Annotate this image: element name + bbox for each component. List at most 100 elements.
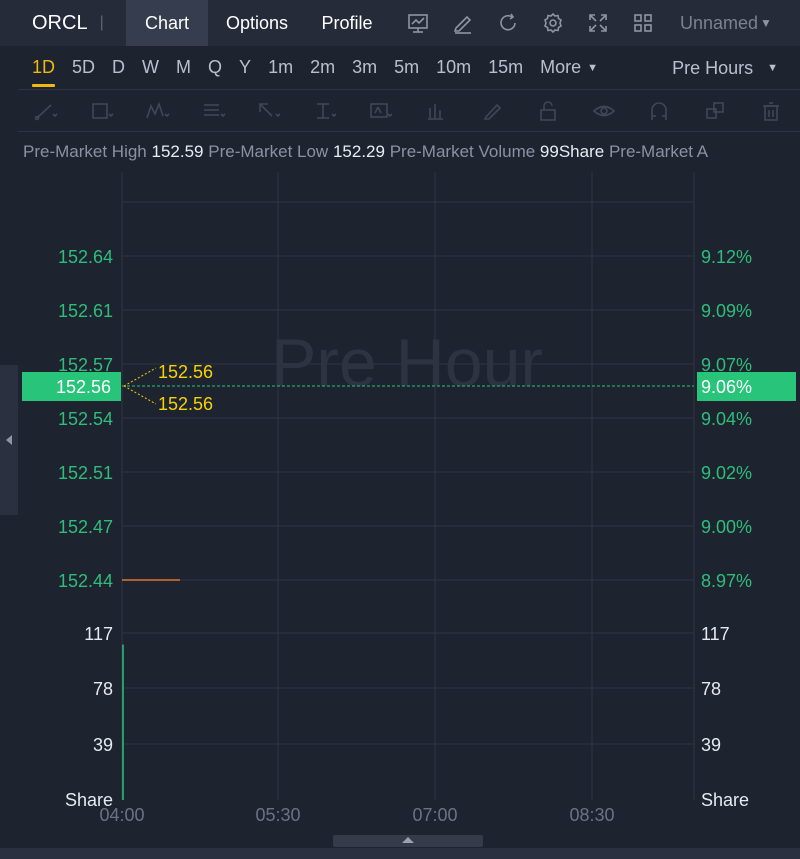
settings-gear-icon[interactable] [538,0,568,46]
annotation-label: 152.56 [158,362,213,382]
premarket-volume-label: Pre-Market Volume [389,142,536,161]
period-10m[interactable]: 10m [436,57,472,77]
period-15m[interactable]: 15m [488,57,524,77]
layout-name-dropdown[interactable]: Unnamed ▼ [680,13,772,34]
eye-icon[interactable] [577,90,633,132]
refresh-icon[interactable] [493,0,523,46]
period-q[interactable]: Q [208,57,223,77]
measure-icon[interactable] [297,90,353,132]
premarket-more-label: Pre-Market A [608,142,709,161]
pattern-icon[interactable] [130,90,186,132]
rectangle-icon[interactable] [74,90,130,132]
period-3m[interactable]: 3m [352,57,378,77]
chart-grid [121,172,695,800]
volume-tick-label: 117 [701,624,730,644]
period-more-dropdown[interactable]: More ▼ [540,57,598,78]
lock-icon[interactable] [521,90,577,132]
price-axis-left: 152.64 152.61 152.57 152.54 152.51 152.47 152.… [58,247,113,591]
volume-unit-label: Share [701,790,749,810]
volume-tick-label: 117 [84,624,113,644]
x-tick-label: 05:30 [255,805,300,825]
caret-down-icon: ▼ [767,62,778,74]
period-bar: 1D 5D D W M Q Y 1m 2m 3m 5m 10m 15m More… [18,46,800,90]
percent-tick-label: 8.97% [701,571,752,591]
chevron-left-icon [6,435,12,445]
caret-down-icon: ▼ [760,16,772,30]
price-tick-label: 152.64 [58,247,113,267]
clone-icon[interactable] [688,90,744,132]
price-tick-label: 152.47 [58,517,113,537]
price-tick-label: 152.44 [58,571,113,591]
period-more-label: More [540,57,582,77]
top-toolbar: ORCL | Chart Options Profile Unnamed ▼ [0,0,800,46]
percent-tick-label: 9.07% [701,355,752,375]
tab-chart[interactable]: Chart [126,0,208,46]
current-price-label: 152.56 [56,377,111,397]
period-d[interactable]: D [112,57,126,77]
session-dropdown[interactable]: Pre Hours ▼ [672,46,778,90]
x-tick-label: 04:00 [99,805,144,825]
time-axis: 04:00 05:30 07:00 08:30 [99,805,614,825]
current-price-badge [22,372,121,401]
percent-tick-label: 9.12% [701,247,752,267]
percent-tick-label: 9.02% [701,463,752,483]
drawing-toolbar [18,90,800,132]
premarket-high-label: Pre-Market High [23,142,147,161]
volume-tick-label: 39 [701,735,721,755]
annotation-pointer [123,385,157,405]
chart-indicator-icon[interactable] [403,0,433,46]
annotation-pointer [123,367,157,387]
premarket-high-value: 152.59 [151,142,204,161]
magnet-icon[interactable] [632,90,688,132]
period-m[interactable]: M [176,57,192,77]
period-y[interactable]: Y [239,57,252,77]
current-percent-badge [697,372,796,401]
percent-tick-label: 9.00% [701,517,752,537]
premarket-low-value: 152.29 [332,142,385,161]
percent-axis-right: 9.12% 9.09% 9.07% 9.04% 9.02% 9.00% 8.97% [701,247,752,591]
bottom-bar [0,848,800,859]
separator: | [99,14,104,31]
price-chart[interactable]: Pre Hour 152.64152.61152.57152.54152.511… [0,164,800,834]
fib-icon[interactable] [186,90,242,132]
price-tick-label: 152.61 [58,301,113,321]
symbol-selector[interactable]: ORCL | [0,0,122,46]
price-tick-label: 152.54 [58,409,113,429]
period-5d[interactable]: 5D [72,57,96,77]
bars-icon[interactable] [409,90,465,132]
session-label: Pre Hours [672,57,754,78]
volume-unit-label: Share [65,790,113,810]
annotation-label: 152.56 [158,394,213,414]
trash-icon[interactable] [744,90,800,132]
chart-watermark: Pre Hour [271,325,543,401]
chart-marks: 152.56 9.06% 152.56 152.56 [22,362,796,800]
premarket-low-label: Pre-Market Low [208,142,329,161]
period-1d[interactable]: 1D [32,46,56,90]
panel-resize-handle[interactable] [333,835,483,847]
x-tick-label: 07:00 [412,805,457,825]
brush-icon[interactable] [465,90,521,132]
arrow-icon[interactable] [241,90,297,132]
volume-tick-label: 78 [701,679,721,699]
layout-grid-icon[interactable] [628,0,658,46]
price-tick-label: 152.51 [58,463,113,483]
tab-options[interactable]: Options [225,12,289,33]
volume-axis: 117 117 78 78 39 39 Share Share [65,624,749,810]
tab-profile[interactable]: Profile [321,12,373,33]
x-tick-label: 08:30 [569,805,614,825]
fullscreen-icon[interactable] [583,0,613,46]
symbol-label: ORCL [32,11,88,34]
left-panel-toggle[interactable] [0,365,18,515]
price-tick-label: 152.57 [58,355,113,375]
draw-pen-icon[interactable] [448,0,478,46]
percent-tick-label: 9.09% [701,301,752,321]
trend-line-icon[interactable] [18,90,74,132]
premarket-info: Pre-Market High 152.59 Pre-Market Low 15… [23,142,800,164]
layout-name-label: Unnamed [680,12,759,33]
period-5m[interactable]: 5m [394,57,420,77]
text-icon[interactable] [353,90,409,132]
period-2m[interactable]: 2m [310,57,336,77]
chevron-up-icon [402,837,414,843]
period-w[interactable]: W [142,57,160,77]
period-1m[interactable]: 1m [268,57,294,77]
